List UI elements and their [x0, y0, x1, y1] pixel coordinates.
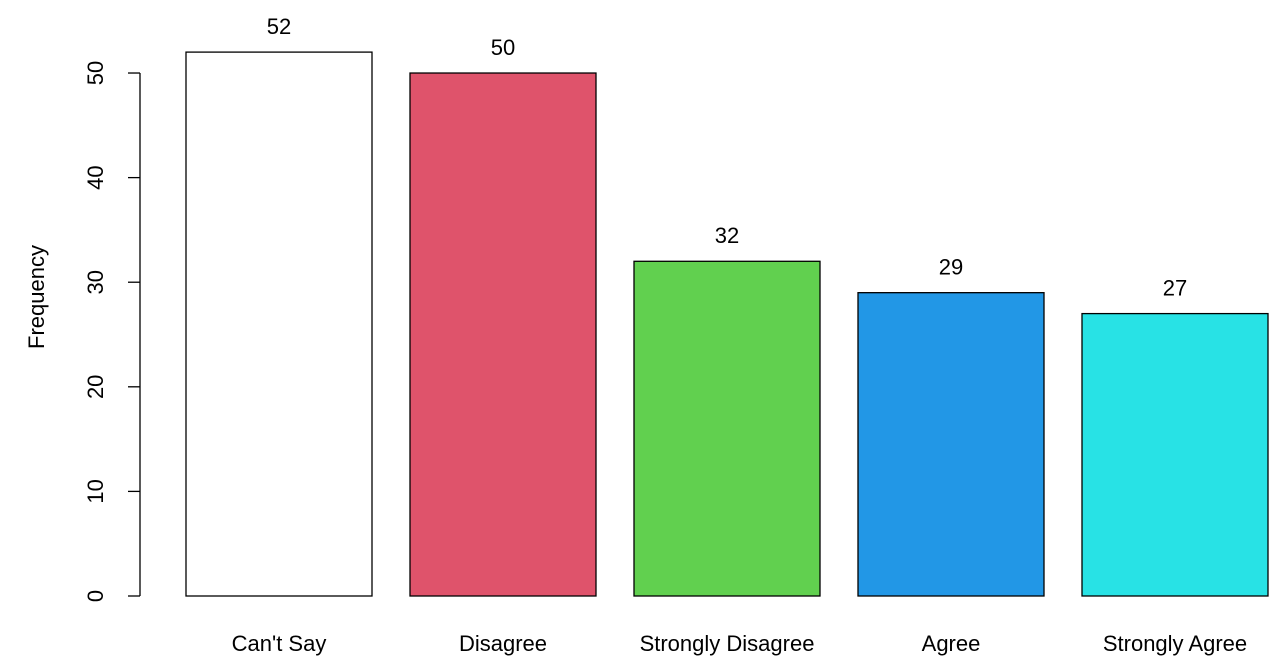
bar	[409, 72, 597, 597]
value-label: 29	[939, 254, 963, 279]
value-label: 27	[1163, 275, 1187, 300]
x-tick-label: Disagree	[459, 631, 547, 656]
y-tick-label: 30	[83, 270, 108, 294]
y-tick-label: 0	[83, 590, 108, 602]
y-tick-label: 40	[83, 165, 108, 189]
x-tick-label: Strongly Agree	[1103, 631, 1247, 656]
y-tick-label: 20	[83, 375, 108, 399]
x-tick-label: Agree	[922, 631, 981, 656]
value-label: 52	[267, 14, 291, 39]
y-tick-label: 10	[83, 479, 108, 503]
bar	[633, 260, 821, 597]
x-tick-label: Strongly Disagree	[640, 631, 815, 656]
bar	[857, 292, 1045, 597]
value-label: 32	[715, 223, 739, 248]
value-label: 50	[491, 35, 515, 60]
bar	[185, 51, 373, 597]
y-axis-label: Frequency	[24, 245, 49, 349]
x-tick-label: Can't Say	[232, 631, 327, 656]
bar	[1081, 312, 1269, 597]
y-tick-label: 50	[83, 61, 108, 85]
